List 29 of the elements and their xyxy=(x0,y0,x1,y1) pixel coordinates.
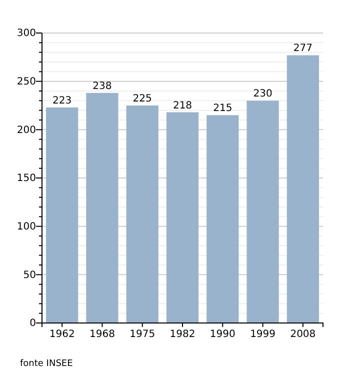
y-tick-label: 300 xyxy=(16,28,36,40)
x-tick-label: 1968 xyxy=(89,329,115,340)
bar xyxy=(206,115,239,323)
x-tick-label: 1975 xyxy=(130,329,156,340)
bar xyxy=(246,100,279,323)
data-label: 225 xyxy=(132,94,152,104)
x-tick-label: 1990 xyxy=(210,329,236,340)
y-tick-label: 250 xyxy=(16,76,36,88)
source-note: fonte INSEE xyxy=(20,359,74,369)
data-label: 223 xyxy=(52,95,72,106)
x-tick-label: 2008 xyxy=(290,329,316,340)
x-tick-label: 1962 xyxy=(49,329,75,340)
bar xyxy=(166,112,199,323)
y-tick-label: 50 xyxy=(23,270,36,281)
data-label: 218 xyxy=(172,100,192,112)
bar xyxy=(126,106,158,323)
y-tick-label: 150 xyxy=(16,173,36,184)
x-tick-label: 1999 xyxy=(250,329,276,340)
y-tick-label: 0 xyxy=(30,318,36,330)
data-label: 238 xyxy=(92,80,112,92)
y-tick-label: 200 xyxy=(16,124,36,136)
data-label: 277 xyxy=(293,43,312,54)
x-tick-label: 1982 xyxy=(170,329,196,340)
data-label: 215 xyxy=(213,103,232,114)
bar xyxy=(286,55,319,323)
data-label: 230 xyxy=(253,88,272,100)
y-tick-label: 100 xyxy=(16,222,36,233)
bar xyxy=(86,92,118,323)
bar xyxy=(46,107,78,323)
